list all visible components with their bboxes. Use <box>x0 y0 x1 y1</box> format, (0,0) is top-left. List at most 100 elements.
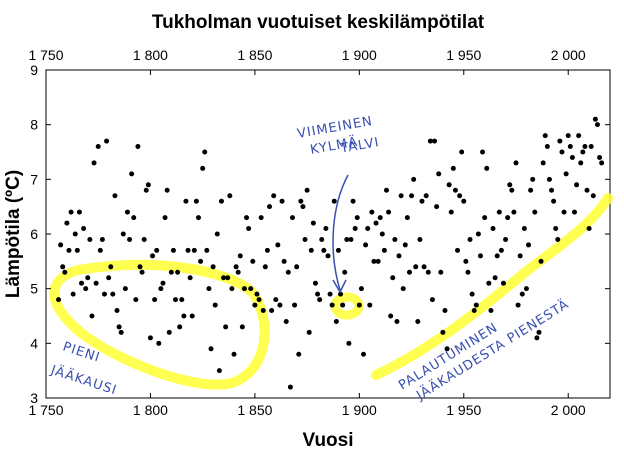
data-point <box>463 258 469 264</box>
data-point <box>582 144 588 150</box>
data-point <box>229 286 235 292</box>
x-top-tick-label: 1 800 <box>133 47 168 63</box>
data-point <box>521 226 527 232</box>
data-point <box>104 138 110 144</box>
data-point <box>542 133 548 139</box>
data-point <box>442 308 448 314</box>
x-tick-label: 1 950 <box>446 402 481 418</box>
data-point <box>273 297 279 303</box>
data-point <box>227 193 233 199</box>
data-point <box>361 351 367 357</box>
data-point <box>475 231 481 237</box>
data-point <box>396 253 402 259</box>
data-point <box>312 280 318 286</box>
data-point <box>275 242 281 248</box>
data-point <box>425 269 431 275</box>
data-point <box>58 242 64 248</box>
data-point <box>271 193 277 199</box>
data-point <box>269 308 275 314</box>
data-point <box>509 187 515 193</box>
y-tick-label: 5 <box>30 281 38 297</box>
y-tick-label: 3 <box>30 390 38 406</box>
data-point <box>99 236 105 242</box>
y-tick-label: 8 <box>30 117 38 133</box>
data-point <box>302 236 308 242</box>
data-point <box>108 264 114 270</box>
data-point <box>498 247 504 253</box>
data-point <box>323 226 329 232</box>
data-point <box>519 291 525 297</box>
data-point <box>438 269 444 275</box>
data-point <box>592 116 598 122</box>
data-point <box>248 286 254 292</box>
data-point <box>193 198 199 204</box>
data-point <box>505 215 511 221</box>
data-point <box>264 247 270 253</box>
data-point <box>452 187 458 193</box>
data-point <box>177 324 183 330</box>
data-point <box>544 144 550 150</box>
data-point <box>116 324 122 330</box>
data-point <box>599 160 605 166</box>
data-point <box>515 302 521 308</box>
data-point <box>124 209 130 215</box>
data-point <box>250 258 256 264</box>
data-point <box>306 329 312 335</box>
annotation-pieni-jaakausi: PIENI JÄÄKAUSI <box>48 340 119 399</box>
data-point <box>223 324 229 330</box>
data-point <box>256 297 262 303</box>
data-point <box>208 346 214 352</box>
data-point <box>66 247 72 253</box>
data-point <box>327 291 333 297</box>
x-top-tick-label: 1 750 <box>28 47 63 63</box>
data-point <box>110 291 116 297</box>
data-point <box>231 351 237 357</box>
data-point <box>557 138 563 144</box>
data-point <box>358 286 364 292</box>
data-point <box>597 154 603 160</box>
data-point <box>594 122 600 128</box>
data-point <box>586 226 592 232</box>
data-point <box>574 182 580 188</box>
data-point <box>175 269 181 275</box>
data-point <box>565 133 571 139</box>
data-point <box>170 247 176 253</box>
data-point <box>70 291 76 297</box>
data-point <box>569 154 575 160</box>
data-point <box>507 182 513 188</box>
data-point <box>173 297 179 303</box>
data-point <box>106 275 112 281</box>
data-point <box>76 209 82 215</box>
data-point <box>56 297 62 303</box>
data-point <box>394 318 400 324</box>
data-point <box>546 176 552 182</box>
data-point <box>210 264 216 270</box>
data-point <box>60 264 66 270</box>
chart-title: Tukholman vuotuiset keskilämpötilat <box>152 12 485 33</box>
y-axis-label: Lämpötila (ºC) <box>3 170 24 298</box>
data-point <box>317 297 323 303</box>
data-point <box>490 226 496 232</box>
data-point <box>526 242 532 248</box>
data-point <box>283 318 289 324</box>
y-tick-label: 4 <box>30 335 38 351</box>
data-point <box>365 226 371 232</box>
data-point <box>375 258 381 264</box>
annotation-arrowhead <box>332 279 347 294</box>
data-point <box>81 226 87 232</box>
data-point <box>563 171 569 177</box>
data-point <box>233 264 239 270</box>
data-point <box>164 187 170 193</box>
x-tick-label: 1 850 <box>237 402 272 418</box>
data-point <box>400 286 406 292</box>
y-tick-label: 7 <box>30 171 38 187</box>
data-point <box>221 275 227 281</box>
data-point <box>423 193 429 199</box>
data-point <box>191 247 197 253</box>
data-point <box>298 198 304 204</box>
data-point <box>285 269 291 275</box>
data-point <box>152 297 158 303</box>
data-point <box>392 236 398 242</box>
data-point <box>237 253 243 259</box>
